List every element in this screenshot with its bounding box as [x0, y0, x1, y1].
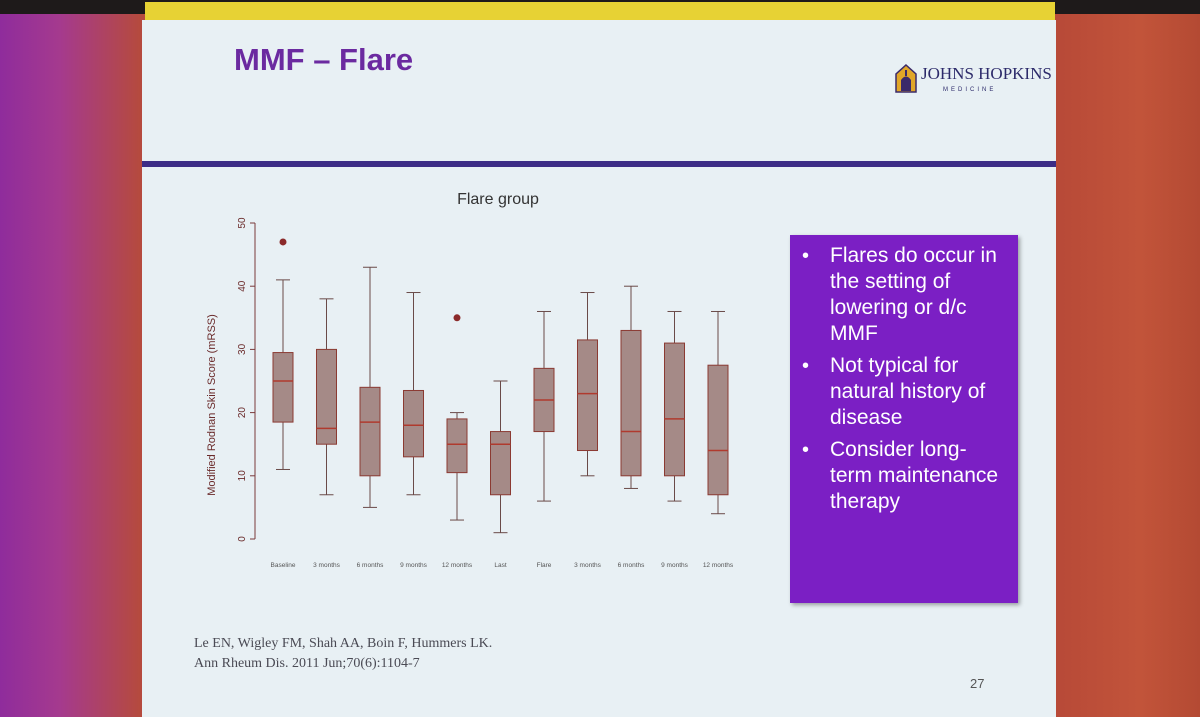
x-tick-label: 12 months — [442, 562, 473, 569]
x-tick-label: Baseline — [271, 562, 296, 569]
x-tick-label: 9 months — [400, 562, 427, 569]
x-tick-label: 3 months — [574, 562, 601, 569]
x-tick-label: Flare — [537, 562, 552, 569]
bullet-item: Flares do occur in the setting of loweri… — [802, 243, 1008, 347]
box — [272, 352, 294, 423]
box — [359, 386, 381, 477]
x-tick-label: Last — [494, 562, 506, 569]
key-points-box: Flares do occur in the setting of loweri… — [790, 235, 1018, 603]
y-tick-label: 40 — [237, 280, 248, 292]
box — [403, 389, 424, 458]
title-divider — [142, 161, 1056, 167]
johns-hopkins-logo: JOHNS HOPKINS MEDICINE — [895, 62, 1052, 102]
citation-authors: Le EN, Wigley FM, Shah AA, Boin F, Humme… — [194, 636, 493, 651]
logo-name: JOHNS HOPKINS — [921, 64, 1052, 83]
citation-journal: Ann Rheum Dis. 2011 Jun;70(6):1104-7 — [194, 656, 420, 671]
box — [316, 348, 337, 445]
slide: MMF – Flare JOHNS HOPKINS MEDICINE Flare… — [142, 20, 1056, 717]
citation: Le EN, Wigley FM, Shah AA, Boin F, Humme… — [194, 634, 492, 674]
outlier-point — [279, 238, 287, 246]
box — [446, 418, 468, 474]
chart-title: Flare group — [457, 191, 539, 208]
bullet-item: Not typical for natural history of disea… — [802, 353, 1008, 431]
outlier-point — [453, 314, 461, 322]
y-tick-label: 20 — [237, 407, 248, 419]
y-tick-label: 0 — [237, 536, 248, 542]
boxplot-chart: Flare group Modified Rodnan Skin Score (… — [206, 191, 734, 569]
slide-title: MMF – Flare — [234, 42, 414, 77]
dome-shield-icon — [895, 64, 917, 93]
box — [620, 329, 642, 477]
x-tick-label: 12 months — [703, 562, 734, 569]
x-tick-label: 6 months — [618, 562, 645, 569]
logo-subtitle: MEDICINE — [943, 87, 997, 93]
box — [490, 431, 511, 496]
y-tick-label: 30 — [237, 343, 248, 355]
box — [577, 339, 598, 452]
y-axis-label: Modified Rodnan Skin Score (mRSS) — [206, 314, 218, 496]
x-tick-label: 9 months — [661, 562, 688, 569]
x-tick-label: 6 months — [357, 562, 384, 569]
x-tick-label: 3 months — [313, 562, 340, 569]
box — [707, 364, 729, 496]
y-tick-label: 10 — [237, 470, 248, 482]
y-tick-label: 50 — [237, 217, 248, 229]
slide-top-accent-bar — [145, 2, 1055, 22]
box — [664, 342, 685, 477]
page-number: 27 — [970, 676, 985, 691]
bullet-item: Consider long-term maintenance therapy — [802, 437, 1008, 515]
